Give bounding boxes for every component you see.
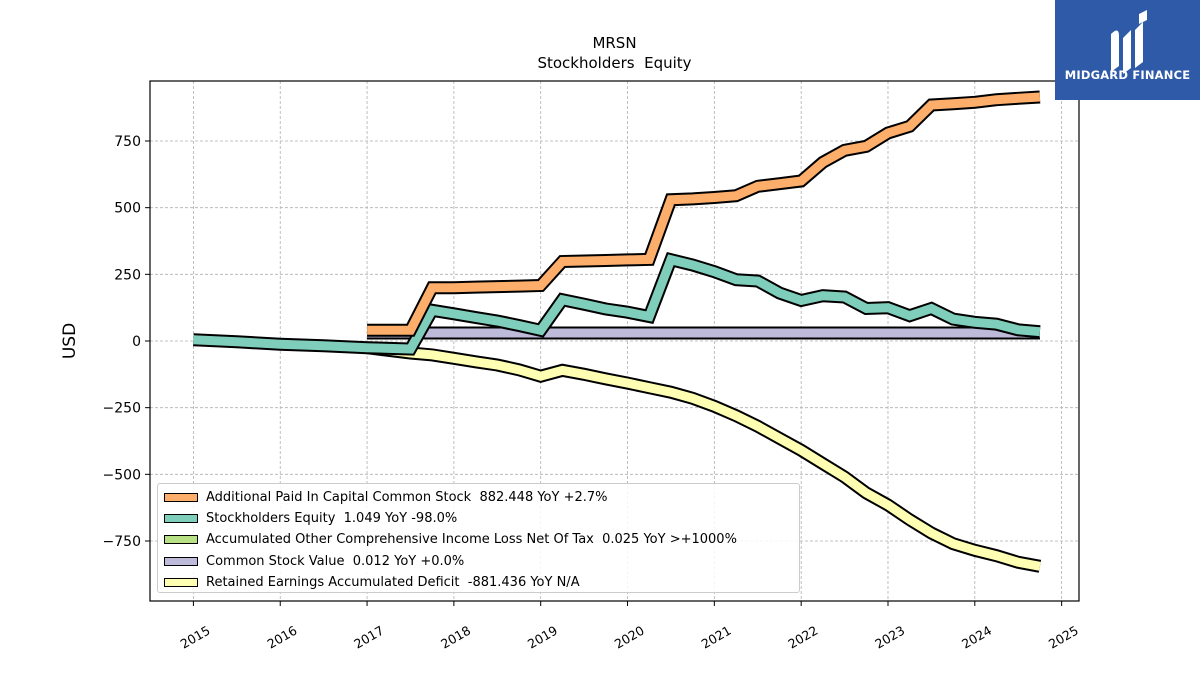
legend-item: Common Stock Value 0.012 YoY +0.0% bbox=[164, 551, 799, 572]
series-fill bbox=[366, 343, 1041, 571]
legend-swatch bbox=[164, 514, 198, 524]
series-layer bbox=[193, 90, 1042, 573]
chart-subtitle: Stockholders Equity bbox=[537, 54, 691, 72]
x-tick-label: 2022 bbox=[785, 623, 820, 652]
x-tick-label: 2019 bbox=[525, 623, 560, 652]
brand-logo: MIDGARD FINANCE bbox=[1055, 0, 1200, 100]
y-tick-label: 750 bbox=[114, 134, 141, 150]
x-tick-label: 2024 bbox=[959, 623, 994, 652]
logo-text: MIDGARD FINANCE bbox=[1064, 68, 1191, 82]
series-outline bbox=[367, 90, 1041, 337]
chart-title: MRSN bbox=[592, 34, 636, 52]
y-tick-label: 0 bbox=[132, 334, 141, 350]
series-line bbox=[193, 252, 1041, 356]
y-tick-label: −250 bbox=[103, 401, 141, 417]
legend-label: Retained Earnings Accumulated Deficit -8… bbox=[206, 574, 580, 590]
legend-item: Stockholders Equity 1.049 YoY -98.0% bbox=[164, 508, 799, 529]
x-tick-label: 2023 bbox=[872, 623, 907, 652]
legend-swatch bbox=[164, 556, 198, 566]
x-tick-label: 2021 bbox=[699, 623, 734, 652]
legend-swatch bbox=[164, 577, 198, 587]
logo-mark-icon bbox=[1111, 10, 1147, 74]
legend-label: Common Stock Value 0.012 YoY +0.0% bbox=[206, 553, 465, 569]
y-tick-label: 250 bbox=[114, 267, 141, 283]
x-axis-ticks: 2015 2016 2017 2018 2019 2020 2021 2022 2023 2024… bbox=[178, 601, 1081, 652]
x-tick-label: 2020 bbox=[612, 623, 647, 652]
x-tick-label: 2025 bbox=[1046, 623, 1081, 652]
chart-legend: Additional Paid In Capital Common Stock … bbox=[157, 483, 800, 593]
series-line bbox=[366, 341, 1042, 573]
series-fill bbox=[193, 254, 1041, 354]
x-tick-label: 2018 bbox=[438, 623, 473, 652]
x-tick-label: 2017 bbox=[351, 623, 386, 652]
y-axis-label: USD bbox=[60, 323, 80, 359]
y-tick-label: −500 bbox=[103, 467, 141, 483]
y-tick-label: 500 bbox=[114, 201, 141, 217]
series-line bbox=[367, 90, 1041, 337]
legend-label: Accumulated Other Comprehensive Income L… bbox=[206, 532, 737, 548]
series-fill bbox=[367, 92, 1041, 335]
legend-label: Additional Paid In Capital Common Stock … bbox=[206, 490, 608, 506]
legend-label: Stockholders Equity 1.049 YoY -98.0% bbox=[206, 511, 458, 527]
y-tick-label: −750 bbox=[103, 534, 141, 550]
legend-item: Retained Earnings Accumulated Deficit -8… bbox=[164, 572, 799, 593]
legend-swatch bbox=[164, 535, 198, 545]
legend-swatch bbox=[164, 493, 198, 503]
legend-item: Accumulated Other Comprehensive Income L… bbox=[164, 529, 799, 550]
legend-item: Additional Paid In Capital Common Stock … bbox=[164, 487, 799, 508]
x-tick-label: 2015 bbox=[178, 623, 213, 652]
y-axis-ticks: −750 −500 −250 0 250 500 750 bbox=[103, 134, 150, 550]
x-tick-label: 2016 bbox=[264, 623, 299, 652]
